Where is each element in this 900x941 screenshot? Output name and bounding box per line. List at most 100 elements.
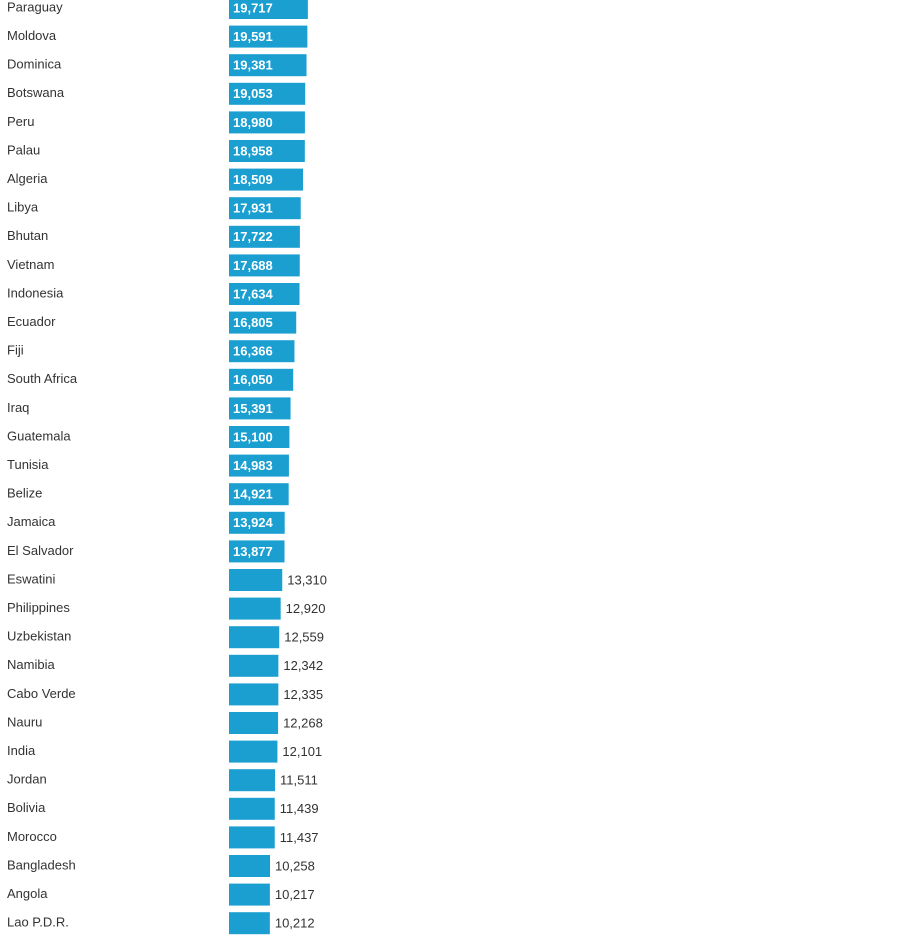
bar (229, 912, 270, 935)
bar (229, 397, 291, 420)
value-label: 19,717 (233, 0, 273, 15)
bar (229, 368, 294, 391)
bar (229, 569, 283, 591)
category-label: Indonesia (7, 285, 64, 300)
bar (229, 140, 305, 162)
category-label: Vietnam (7, 257, 54, 272)
value-label: 10,212 (275, 916, 315, 931)
value-label: 10,217 (275, 887, 315, 902)
category-label: Angola (7, 886, 48, 901)
category-label: India (7, 743, 36, 758)
bar (229, 168, 304, 191)
bar (229, 626, 280, 649)
bar (229, 254, 300, 277)
category-label: Morocco (7, 829, 57, 844)
bar (229, 283, 300, 305)
value-label: 15,100 (233, 429, 273, 444)
bar (229, 54, 307, 77)
bar (229, 826, 275, 849)
category-label: El Salvador (7, 543, 74, 558)
category-label: Dominica (7, 57, 62, 72)
category-label: Algeria (7, 171, 48, 186)
category-label: Namibia (7, 657, 55, 672)
bar (229, 540, 285, 563)
bar (229, 197, 301, 220)
value-label: 11,511 (280, 773, 318, 788)
bar (229, 654, 279, 677)
category-label: Tunisia (7, 457, 49, 472)
value-label: 16,366 (233, 344, 273, 359)
bar (229, 597, 281, 620)
value-label: 19,591 (233, 29, 273, 44)
value-label: 19,053 (233, 86, 273, 101)
bar (229, 797, 275, 820)
value-label: 17,931 (233, 201, 273, 216)
bar (229, 82, 306, 105)
bar (229, 483, 289, 506)
bar (229, 712, 279, 734)
bar (229, 311, 297, 334)
bar (229, 0, 308, 19)
bar (229, 25, 308, 48)
value-label: 12,342 (283, 658, 323, 673)
value-label: 11,439 (280, 801, 319, 816)
value-label: 13,310 (287, 572, 327, 587)
category-label: Paraguay (7, 0, 63, 14)
bar (229, 426, 290, 448)
category-label: Ecuador (7, 314, 56, 329)
category-label: Lao P.D.R. (7, 915, 69, 930)
bar (229, 740, 278, 763)
category-label: Palau (7, 142, 40, 157)
category-label: Bolivia (7, 800, 46, 815)
value-label: 16,805 (233, 315, 273, 330)
category-label: Cabo Verde (7, 686, 76, 701)
value-label: 12,335 (283, 687, 323, 702)
value-label: 17,722 (233, 229, 273, 244)
value-label: 16,050 (233, 372, 273, 387)
category-label: Peru (7, 114, 34, 129)
category-label: Guatemala (7, 428, 71, 443)
category-label: South Africa (7, 371, 78, 386)
category-label: Bangladesh (7, 857, 76, 872)
value-label: 18,958 (233, 143, 273, 158)
category-label: Philippines (7, 600, 70, 615)
value-label: 14,983 (233, 458, 273, 473)
category-label: Uzbekistan (7, 629, 71, 644)
value-label: 13,877 (233, 544, 273, 559)
bar (229, 855, 271, 877)
category-label: Fiji (7, 343, 24, 358)
value-label: 13,924 (233, 515, 274, 530)
bar (229, 225, 300, 248)
category-label: Bhutan (7, 228, 48, 243)
category-label: Jordan (7, 772, 47, 787)
category-label: Nauru (7, 714, 42, 729)
bar (229, 769, 276, 792)
category-label: Eswatini (7, 571, 56, 586)
bar (229, 511, 285, 534)
category-label: Belize (7, 486, 42, 501)
category-label: Libya (7, 200, 39, 215)
value-label: 15,391 (233, 401, 273, 416)
category-label: Botswana (7, 85, 65, 100)
bar (229, 454, 289, 477)
value-label: 17,688 (233, 258, 273, 273)
category-label: Moldova (7, 28, 57, 43)
value-label: 14,921 (233, 487, 273, 502)
bar (229, 111, 305, 134)
bar (229, 683, 279, 706)
bar (229, 883, 270, 906)
value-label: 19,381 (233, 58, 273, 73)
value-label: 10,258 (275, 858, 315, 873)
value-label: 18,980 (233, 115, 273, 130)
value-label: 12,920 (286, 601, 326, 616)
category-label: Jamaica (7, 514, 56, 529)
value-label: 12,101 (282, 744, 322, 759)
bar (229, 340, 295, 363)
category-label: Iraq (7, 400, 29, 415)
value-label: 12,559 (284, 630, 324, 645)
value-label: 11,437 (280, 830, 319, 845)
value-label: 12,268 (283, 715, 323, 730)
value-label: 17,634 (233, 286, 274, 301)
value-label: 18,509 (233, 172, 273, 187)
